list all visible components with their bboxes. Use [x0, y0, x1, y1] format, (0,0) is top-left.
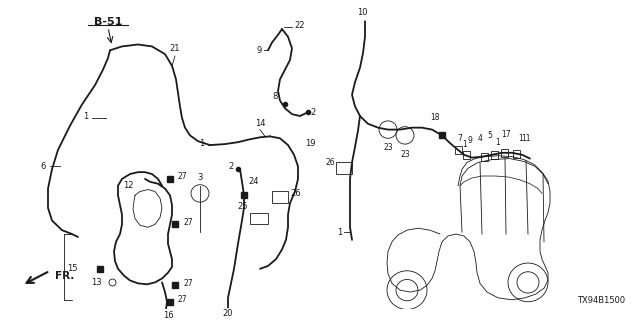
Text: 18: 18 — [430, 113, 440, 122]
Text: 26: 26 — [325, 158, 335, 167]
Bar — [513, 150, 520, 158]
Text: 20: 20 — [223, 309, 233, 318]
Text: 14: 14 — [255, 119, 265, 128]
Text: FR.: FR. — [55, 271, 74, 281]
Text: 6: 6 — [40, 162, 46, 171]
Text: 17: 17 — [501, 130, 511, 139]
Text: 13: 13 — [92, 278, 102, 287]
Text: 21: 21 — [170, 44, 180, 53]
Text: 9: 9 — [468, 136, 472, 145]
Text: 9: 9 — [257, 46, 262, 55]
Bar — [463, 151, 470, 159]
Bar — [491, 151, 498, 159]
Text: 11: 11 — [521, 134, 531, 143]
Text: B-51: B-51 — [94, 17, 122, 28]
Text: 27: 27 — [183, 218, 193, 227]
Text: 1: 1 — [518, 134, 523, 143]
Text: 2: 2 — [310, 108, 316, 117]
Text: 12: 12 — [124, 181, 134, 190]
Text: 19: 19 — [305, 139, 316, 148]
Text: 1: 1 — [337, 228, 342, 236]
Bar — [501, 149, 508, 157]
Text: 25: 25 — [237, 202, 248, 211]
Text: 15: 15 — [67, 264, 78, 273]
Text: 27: 27 — [178, 172, 188, 180]
Text: 4: 4 — [477, 134, 483, 143]
Text: 1: 1 — [462, 140, 467, 149]
Text: TX94B1500: TX94B1500 — [577, 296, 625, 305]
Bar — [272, 191, 288, 203]
Text: 1: 1 — [83, 112, 88, 121]
Text: 23: 23 — [383, 143, 393, 152]
Text: 3: 3 — [197, 173, 203, 182]
Bar — [336, 163, 352, 174]
Text: 16: 16 — [163, 311, 173, 320]
Bar — [250, 213, 268, 224]
Text: 7: 7 — [458, 134, 463, 143]
Text: 26: 26 — [290, 189, 301, 198]
Text: 10: 10 — [356, 8, 367, 17]
Text: 23: 23 — [400, 150, 410, 159]
Text: 27: 27 — [178, 295, 188, 304]
Text: 2: 2 — [228, 162, 234, 171]
Text: 8: 8 — [273, 92, 278, 101]
Bar — [455, 146, 462, 154]
Text: 22: 22 — [294, 21, 305, 30]
Text: 1: 1 — [495, 138, 500, 147]
Text: 1: 1 — [199, 139, 204, 148]
Text: 5: 5 — [488, 131, 492, 140]
Bar — [481, 153, 488, 161]
Text: 27: 27 — [183, 279, 193, 288]
Text: 24: 24 — [248, 177, 259, 186]
